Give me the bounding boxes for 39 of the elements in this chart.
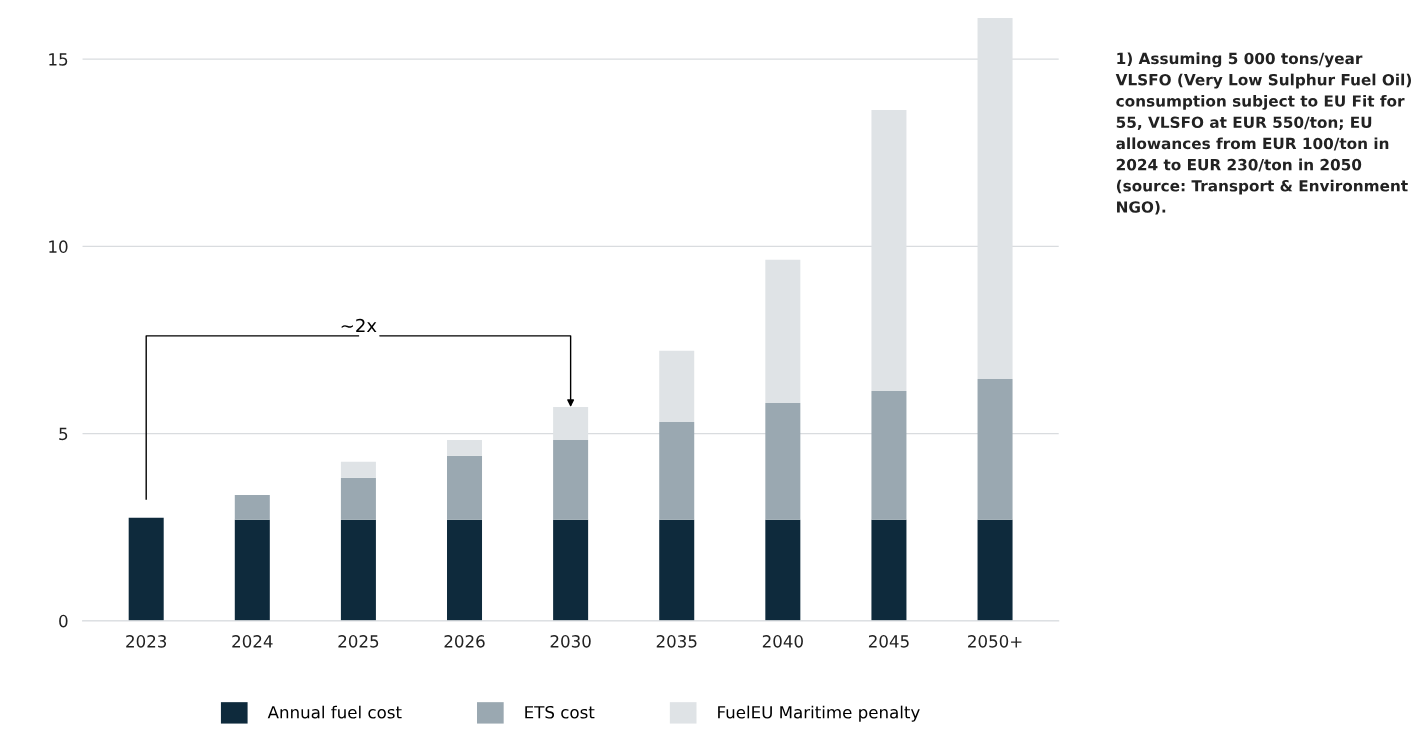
bar — [765, 519, 801, 621]
y-tick-label: 15 — [49, 53, 68, 66]
bar — [340, 461, 376, 478]
x-tick-label: 2040 — [762, 635, 803, 648]
bar — [977, 378, 1013, 520]
bar — [871, 390, 907, 520]
bar — [659, 422, 695, 520]
bar — [977, 519, 1013, 621]
bar — [765, 402, 801, 520]
bar — [765, 259, 801, 403]
legend-label: Annual fuel cost — [267, 705, 402, 719]
bar — [553, 439, 589, 520]
x-tick-label: 2030 — [550, 635, 591, 648]
bar — [234, 495, 270, 520]
x-tick-label: 2050+ — [968, 635, 1022, 648]
x-tick-label: 2045 — [868, 635, 909, 648]
bar — [659, 350, 695, 422]
y-tick-label: 5 — [59, 427, 68, 441]
bar — [447, 519, 483, 621]
legend-label: FuelEU Maritime penalty — [718, 705, 920, 722]
y-tick-label: 10 — [49, 240, 68, 253]
annotation: ~2x — [341, 318, 377, 333]
x-tick-label: 2026 — [444, 635, 485, 648]
text: 1) Assuming 5 000 tons/year VLSFO (Very Low Sulphur Fuel Oil) consumption subject to EU Fit for 55, VLSFO at EUR 550/ton; EU allowances from EUR 100/ton in 2024 to EUR 230/ton in 2050 (source: Transport & Environment NGO). — [1115, 52, 1411, 215]
bar — [340, 477, 376, 520]
x-tick-label: 2025 — [338, 635, 379, 648]
bar — [447, 455, 483, 520]
bar — [447, 439, 483, 456]
bar — [234, 519, 270, 621]
bar — [553, 519, 589, 621]
legend-label: ETS cost — [525, 705, 595, 719]
bar — [340, 519, 376, 621]
x-tick-label: 2035 — [656, 635, 697, 648]
x-tick-label: 2024 — [232, 635, 273, 648]
y-tick-label: 0 — [59, 614, 68, 628]
x-tick-label: 2023 — [126, 635, 167, 648]
bar — [128, 517, 164, 621]
bar — [871, 519, 907, 621]
bar — [659, 519, 695, 621]
